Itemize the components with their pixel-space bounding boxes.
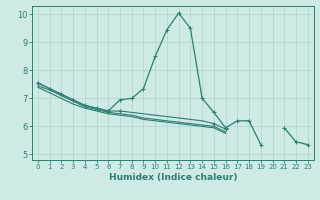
X-axis label: Humidex (Indice chaleur): Humidex (Indice chaleur) — [108, 173, 237, 182]
